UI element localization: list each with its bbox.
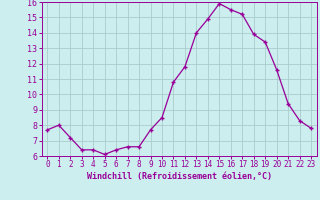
X-axis label: Windchill (Refroidissement éolien,°C): Windchill (Refroidissement éolien,°C): [87, 172, 272, 181]
